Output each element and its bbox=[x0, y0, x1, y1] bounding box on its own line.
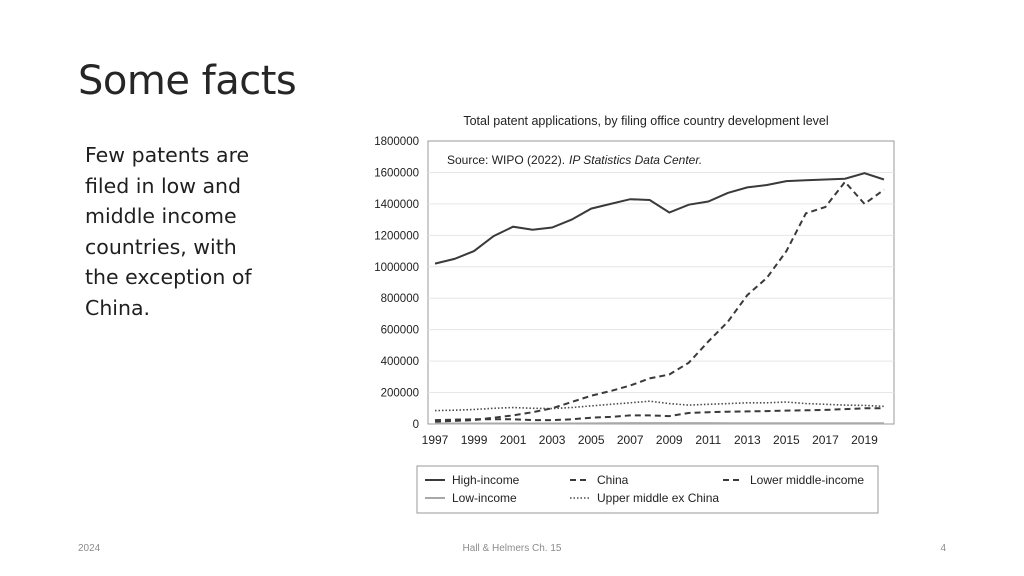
y-tick-label: 1600000 bbox=[374, 167, 419, 179]
legend-label-high-income: High-income bbox=[452, 473, 520, 487]
legend: High-income China Lower middle-income Low-i… bbox=[425, 473, 864, 505]
x-tick-label: 1997 bbox=[422, 433, 449, 447]
plot-area bbox=[427, 140, 895, 425]
x-tick-label: 2005 bbox=[578, 433, 605, 447]
y-tick-label: 200000 bbox=[381, 388, 419, 400]
x-tick-label: 2015 bbox=[773, 433, 800, 447]
footer-source: Hall & Helmers Ch. 15 bbox=[462, 543, 562, 554]
x-tick-label: 2011 bbox=[695, 433, 721, 447]
x-tick-label: 2007 bbox=[617, 433, 644, 447]
y-axis-ticks: 0 200000 400000 600000 800000 1000000 1200000 1… bbox=[374, 136, 419, 431]
series-line-upper-middle-ex-china bbox=[434, 400, 885, 412]
y-tick-label: 1200000 bbox=[374, 230, 419, 242]
y-tick-label: 1800000 bbox=[374, 136, 419, 148]
y-tick-label: 400000 bbox=[381, 356, 419, 368]
chart-title: Total patent applications, by filing off… bbox=[463, 114, 828, 128]
x-tick-label: 2019 bbox=[851, 433, 878, 447]
legend-label-china: China bbox=[597, 473, 629, 487]
x-tick-label: 2003 bbox=[539, 433, 566, 447]
x-tick-label: 1999 bbox=[461, 433, 488, 447]
footer-date: 2024 bbox=[78, 543, 101, 554]
source-note-italic: IP Statistics Data Center. bbox=[569, 153, 702, 167]
y-tick-label: 1000000 bbox=[374, 262, 419, 274]
legend-label-low-income: Low-income bbox=[452, 491, 517, 505]
slide-title: Some facts bbox=[78, 58, 297, 104]
body-text: Few patents are filed in low and middle … bbox=[85, 143, 252, 320]
source-note-prefix: Source: WIPO (2022). bbox=[447, 153, 565, 167]
x-axis-ticks: 1997 1999 2001 2003 2005 2007 2009 2011 2013 2015… bbox=[422, 433, 878, 447]
gridlines bbox=[428, 171, 894, 394]
series-lines bbox=[434, 172, 885, 425]
series-line-lower-middle-income bbox=[434, 407, 884, 422]
legend-label-upper-middle-ex-china: Upper middle ex China bbox=[597, 491, 719, 505]
y-tick-label: 0 bbox=[413, 419, 419, 431]
x-tick-label: 2001 bbox=[500, 433, 527, 447]
series-line-high-income bbox=[434, 172, 885, 265]
y-tick-label: 800000 bbox=[381, 293, 419, 305]
y-tick-label: 600000 bbox=[381, 325, 419, 337]
legend-box bbox=[416, 465, 879, 514]
series-line-china bbox=[434, 180, 885, 423]
x-tick-label: 2009 bbox=[656, 433, 683, 447]
footer-page-number: 4 bbox=[940, 543, 946, 554]
x-tick-label: 2013 bbox=[734, 433, 761, 447]
legend-label-lower-middle-income: Lower middle-income bbox=[750, 473, 864, 487]
source-note: Source: WIPO (2022). IP Statistics Data C… bbox=[447, 153, 702, 167]
x-tick-label: 2017 bbox=[812, 433, 839, 447]
y-tick-label: 1400000 bbox=[374, 199, 419, 211]
